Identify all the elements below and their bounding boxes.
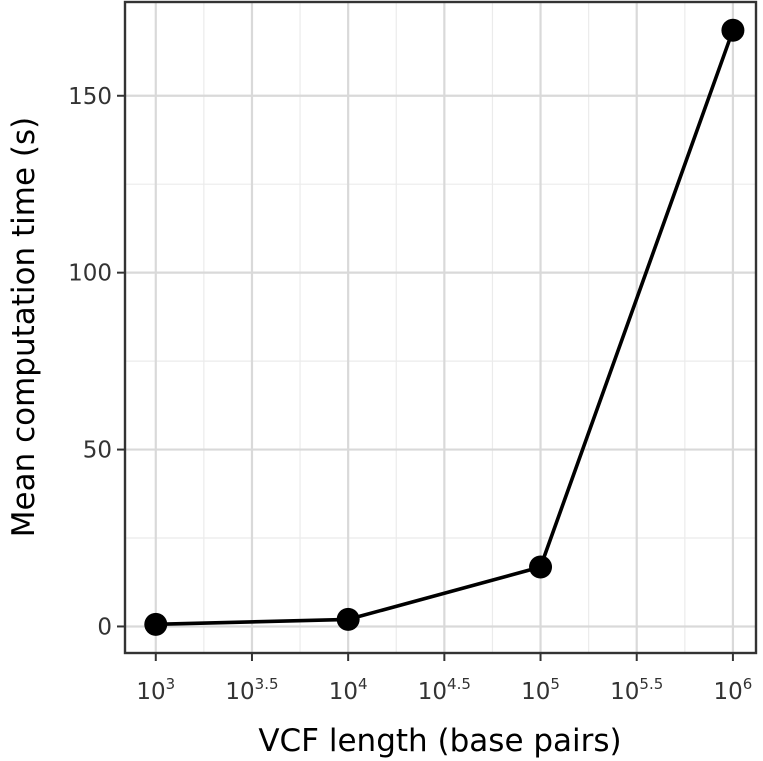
y-tick-label: 100 <box>68 261 112 287</box>
x-tick-label: 103.5 <box>225 675 278 705</box>
x-tick-label: 103 <box>136 675 175 705</box>
y-axis: 0 50 100 150 <box>68 84 125 640</box>
x-tick-label: 105 <box>521 675 560 705</box>
data-point <box>144 612 168 636</box>
x-tick-label: 104.5 <box>418 675 471 705</box>
x-axis-title: VCF length (base pairs) <box>258 723 621 759</box>
y-tick-label: 0 <box>97 614 112 640</box>
data-point <box>336 607 360 631</box>
series-line <box>155 29 735 627</box>
x-axis: 103 103.5 104 104.5 105 105.5 106 <box>136 653 752 705</box>
major-gridlines <box>125 2 756 653</box>
minor-gridlines <box>125 2 756 653</box>
x-tick-label: 105.5 <box>610 675 663 705</box>
data-point <box>721 18 745 42</box>
x-tick-label: 104 <box>329 675 368 705</box>
data-points <box>144 18 745 636</box>
y-tick-label: 50 <box>83 438 112 464</box>
x-tick-label: 106 <box>714 675 753 705</box>
y-tick-label: 150 <box>68 84 112 110</box>
panel-border <box>123 0 758 655</box>
data-point <box>529 555 553 579</box>
y-axis-title: Mean computation time (s) <box>6 117 42 537</box>
